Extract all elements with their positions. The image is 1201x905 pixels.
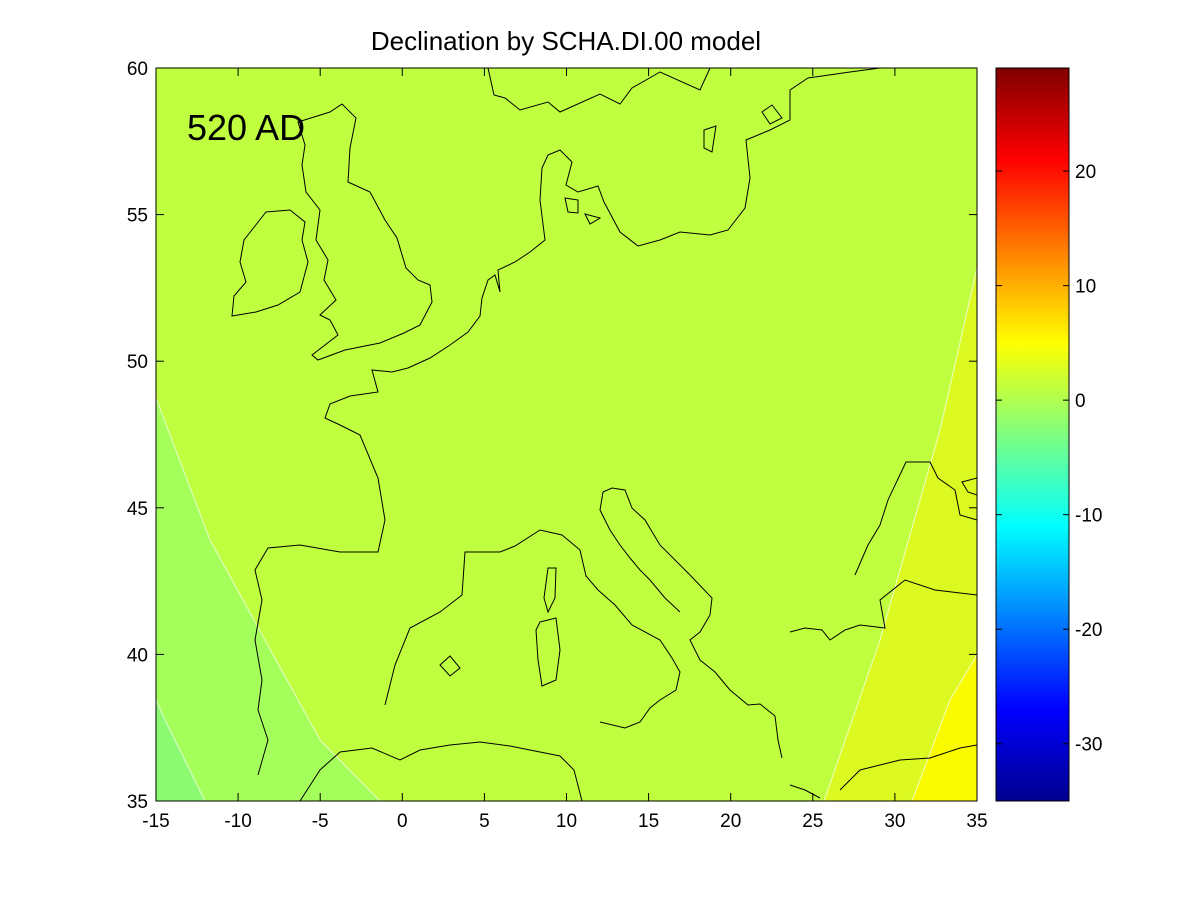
coastline-mediterranean-north	[384, 529, 681, 729]
y-tick-label: 60	[127, 59, 148, 80]
y-tick-label: 50	[127, 352, 148, 373]
colorbar-gradient	[996, 68, 1069, 801]
y-tick-label: 35	[127, 792, 148, 813]
colorbar-frame	[995, 67, 1070, 802]
coastline-danish-island-1	[564, 197, 579, 214]
colorbar-tick-label: 10	[1075, 277, 1096, 298]
x-tick-label: -15	[142, 811, 169, 832]
coastline-north-africa	[299, 741, 583, 801]
band-west-2	[156, 700, 205, 801]
x-tick-label: 0	[397, 811, 408, 832]
x-tick-label: 5	[479, 811, 490, 832]
colorbar-tick-label: -20	[1075, 620, 1102, 641]
contour-line-east-1	[823, 267, 977, 801]
coastline-continent-north	[254, 68, 881, 776]
contour-lines	[156, 267, 977, 801]
band-east-2	[912, 655, 977, 801]
contour-line-east-2	[911, 654, 977, 801]
colorbar: -30 -20 -10 0 10 20	[995, 67, 1102, 802]
epoch-label: 520 AD	[187, 107, 305, 148]
coastline-italy-balkans	[602, 487, 783, 759]
x-tick-label: 35	[966, 811, 987, 832]
contour-line-west-2	[156, 699, 206, 801]
colorbar-tick-label: 20	[1075, 162, 1096, 183]
x-tick-label: 25	[802, 811, 823, 832]
coastline-corsica	[543, 567, 557, 614]
band-east-1	[824, 268, 977, 801]
colorbar-tick-label: 0	[1075, 391, 1086, 412]
colorbar-ticks: -30 -20 -10 0 10 20	[996, 162, 1102, 756]
coastline-danish-island-2	[584, 213, 602, 225]
coastlines	[231, 68, 977, 801]
colorbar-tick-label: -30	[1075, 735, 1102, 756]
coastline-anatolia	[839, 744, 977, 791]
y-tick-label: 40	[127, 645, 148, 666]
coastline-sardinia	[535, 617, 561, 687]
coastline-baltic-island	[761, 104, 783, 125]
coastline-adriatic	[599, 491, 681, 613]
coastline-great-britain	[297, 103, 433, 361]
x-tick-label: 10	[556, 811, 577, 832]
coastline-crimea	[961, 477, 977, 496]
coastline-black-sea	[854, 461, 977, 576]
coastline-balearics	[439, 655, 461, 677]
x-tick-label: 15	[638, 811, 659, 832]
y-tick-label: 55	[127, 206, 148, 227]
band-central	[156, 68, 977, 801]
x-axis: -15 -10 -5 0 5 10 15 20 25 30 35	[142, 68, 988, 832]
x-tick-label: -10	[224, 811, 251, 832]
coastline-cyprus-area	[789, 784, 821, 799]
coastline-balkans-aegean	[789, 579, 977, 641]
chart-title: Declination by SCHA.DI.00 model	[371, 26, 761, 56]
contour-line-west-1	[156, 397, 381, 801]
coastline-gotland	[703, 125, 717, 153]
coastline-scandinavia	[487, 68, 711, 113]
map-plot-area	[156, 68, 977, 801]
band-west-1	[156, 398, 380, 801]
y-tick-label: 45	[127, 499, 148, 520]
coastline-ireland	[231, 209, 309, 317]
x-tick-label: 20	[720, 811, 741, 832]
colorbar-tick-label: -10	[1075, 506, 1102, 527]
y-axis: 35 40 45 50 55 60	[127, 59, 977, 813]
x-tick-label: -5	[312, 811, 329, 832]
x-tick-label: 30	[884, 811, 905, 832]
